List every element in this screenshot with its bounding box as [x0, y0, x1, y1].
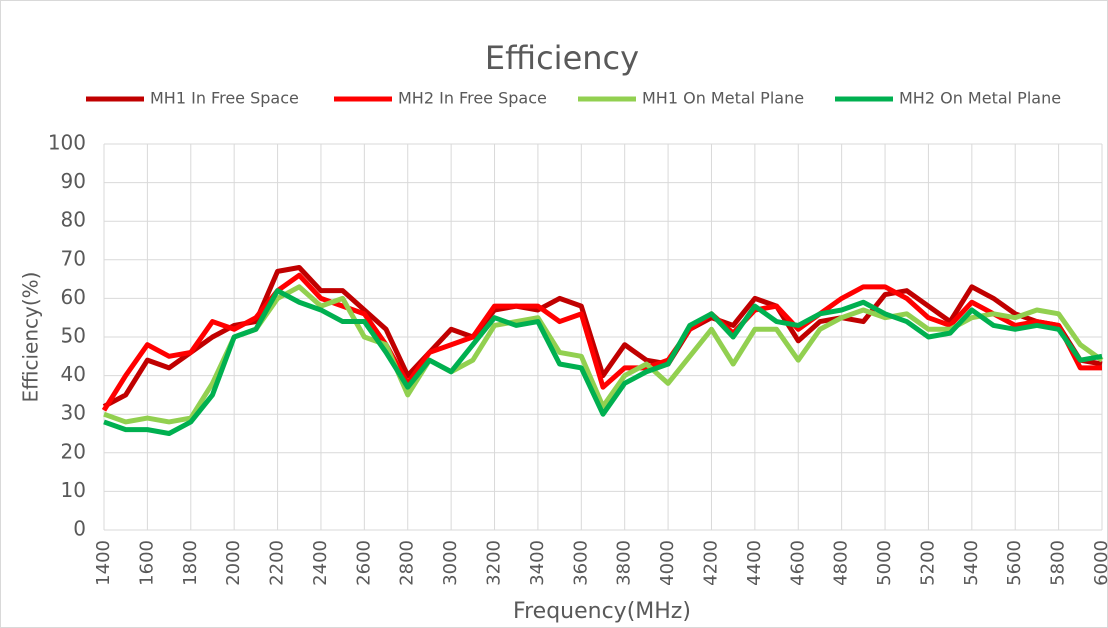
x-tick-label: 4400 — [744, 540, 765, 586]
x-tick-label: 4800 — [831, 540, 852, 586]
x-tick-label: 2800 — [397, 540, 418, 586]
legend-label: MH1 In Free Space — [150, 89, 299, 108]
y-tick-label: 80 — [61, 208, 86, 232]
legend-label: MH1 On Metal Plane — [642, 89, 804, 108]
series-line — [103, 284, 1104, 425]
y-axis-label: Efficiency(%) — [19, 272, 43, 403]
x-axis-label: Frequency(MHz) — [513, 599, 691, 624]
legend-label: MH2 On Metal Plane — [899, 89, 1061, 108]
x-tick-label: 3600 — [570, 540, 591, 586]
x-tick-label: 3400 — [527, 540, 548, 586]
x-tick-label: 5800 — [1048, 540, 1069, 586]
x-tick-label: 6000 — [1091, 540, 1108, 586]
y-tick-label: 10 — [61, 478, 86, 502]
x-tick-label: 1800 — [180, 540, 201, 586]
x-tick-label: 5200 — [917, 540, 938, 586]
y-tick-label: 20 — [61, 439, 86, 463]
x-tick-label: 5400 — [961, 540, 982, 586]
y-tick-label: 40 — [61, 362, 86, 386]
x-tick-label: 2200 — [267, 540, 288, 586]
x-tick-label: 4600 — [787, 540, 808, 586]
chart-title: Efficiency — [485, 39, 639, 77]
x-tick-label: 4200 — [700, 540, 721, 586]
x-tick-label: 3000 — [440, 540, 461, 586]
series-line — [102, 265, 1103, 409]
x-tick-label: 2600 — [353, 540, 374, 586]
x-tick-label: 4000 — [657, 540, 678, 586]
y-tick-label: 70 — [61, 246, 86, 270]
x-tick-label: 2400 — [310, 540, 331, 586]
x-tick-label: 5000 — [874, 540, 895, 586]
x-tick-label: 5600 — [1004, 540, 1025, 586]
legend-label: MH2 In Free Space — [398, 89, 547, 108]
y-tick-label: 30 — [61, 401, 86, 425]
y-tick-label: 60 — [61, 285, 86, 309]
y-tick-label: 0 — [73, 517, 86, 541]
x-tick-label: 1400 — [93, 540, 114, 586]
y-tick-label: 100 — [48, 131, 86, 155]
x-tick-label: 3200 — [484, 540, 505, 586]
series-line — [103, 288, 1103, 436]
y-tick-label: 50 — [61, 324, 86, 348]
x-tick-label: 2000 — [223, 540, 244, 586]
x-tick-label: 1600 — [136, 540, 157, 586]
y-tick-label: 90 — [61, 169, 86, 193]
x-tick-label: 3800 — [614, 540, 635, 586]
